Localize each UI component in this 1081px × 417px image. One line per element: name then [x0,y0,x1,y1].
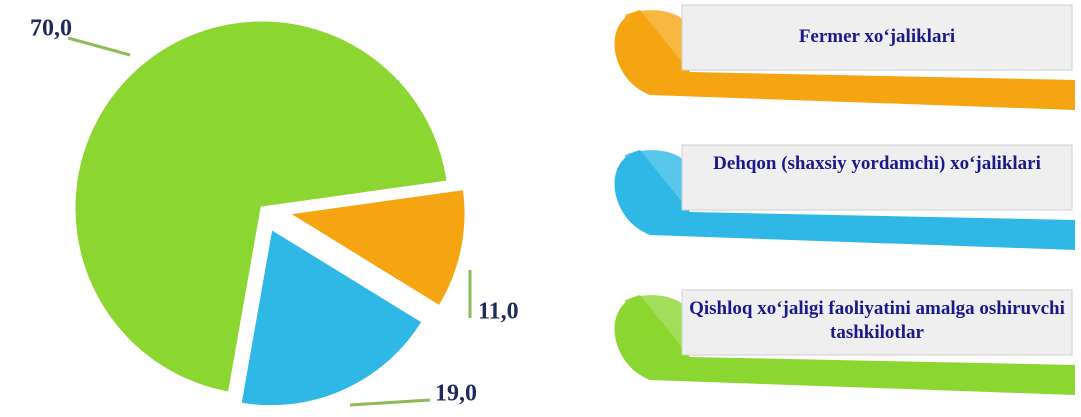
ribbon-tail [614,150,1075,250]
value-label: 19,0 [435,381,477,407]
value-label: 11,0 [478,299,519,325]
ribbon-band [681,144,1073,211]
ribbon-tail [614,295,1075,395]
leader-line [67,36,131,57]
legend-label: Qishloq xo‘jaligi faoliyatini amalga osh… [689,298,1065,343]
ribbon-curl [625,295,690,355]
ribbon-band [681,289,1073,356]
ribbon-tail [614,10,1075,110]
leader-line [349,398,431,407]
legend-label: Fermer xo‘jaliklari [798,26,956,47]
pie-slice [72,18,450,395]
pie-slice [283,186,468,309]
ribbon-curl [625,10,690,70]
pie-slice [238,225,426,409]
value-label: 70,0 [30,16,72,42]
ribbon-band [681,4,1073,71]
legend-label: Dehqon (shaxsiy yordamchi) xo‘jaliklari [713,153,1041,174]
ribbon-curl [625,150,690,210]
